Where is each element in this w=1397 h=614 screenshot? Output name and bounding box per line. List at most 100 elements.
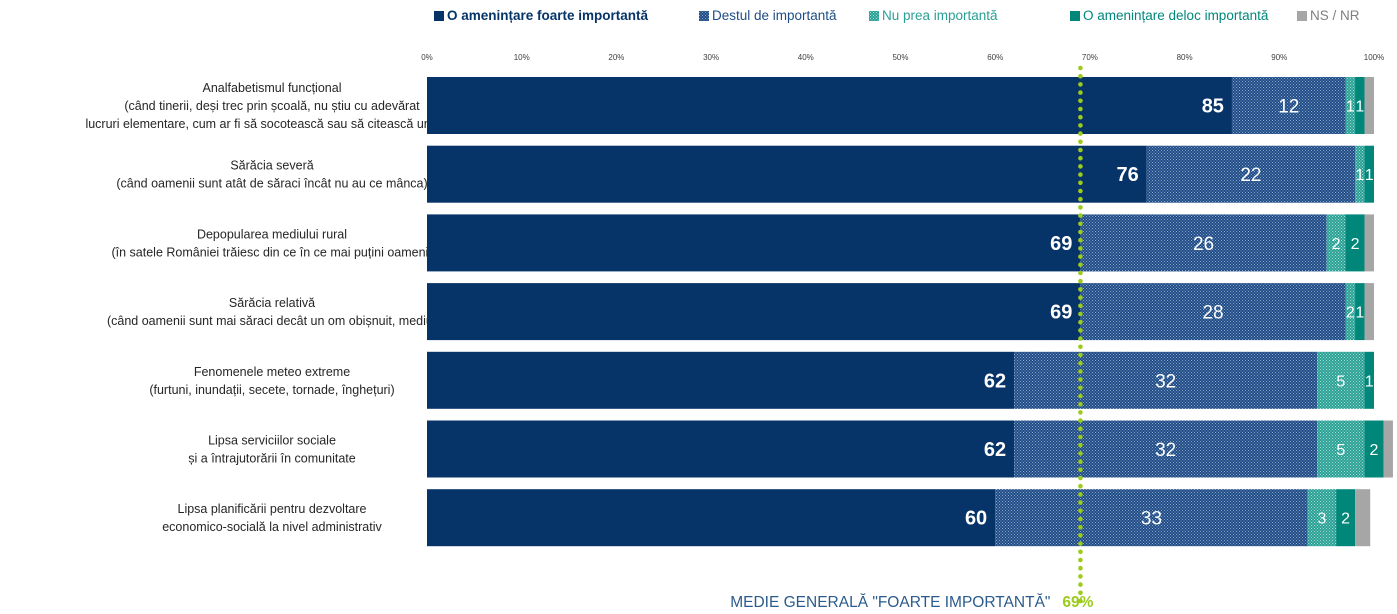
bar-segment — [427, 214, 1081, 272]
category-label: (când oamenii sunt mai săraci decât un o… — [107, 314, 437, 328]
x-tick-label: 80% — [1177, 53, 1193, 62]
bar-segment — [1146, 145, 1356, 203]
data-label: 69 — [1050, 302, 1072, 324]
reference-line-dot — [1078, 131, 1083, 136]
data-label: 22 — [1240, 165, 1261, 186]
category-label: și a întrajutorării în comunitate — [188, 452, 355, 466]
bar-segment — [1364, 351, 1374, 409]
bar-segment — [1383, 420, 1393, 478]
x-tick-label: 70% — [1082, 53, 1098, 62]
reference-line-dot — [1078, 155, 1083, 161]
category-label: Analfabetismul funcțional — [203, 81, 342, 95]
bar-segment — [1364, 420, 1384, 478]
legend-swatch-2 — [869, 11, 879, 21]
bar-segment — [1014, 420, 1318, 478]
bar-segment — [1231, 77, 1346, 134]
reference-line-dot — [1078, 533, 1083, 538]
reference-line-group: MEDIE GENERALĂ "FOARTE IMPORTANTĂ" 69% — [730, 65, 1094, 611]
reference-line-dot — [1078, 426, 1083, 432]
bar-segment — [1355, 283, 1365, 341]
bar-segment — [1080, 214, 1327, 272]
reference-line-dot — [1078, 557, 1083, 563]
reference-line-dot — [1078, 500, 1083, 505]
reference-line-dot — [1078, 442, 1083, 448]
reference-line-dot — [1078, 459, 1083, 464]
reference-line-dot — [1078, 196, 1083, 202]
reference-line-dot — [1078, 483, 1083, 489]
bar-segment — [1345, 77, 1356, 134]
reference-line-dot — [1078, 270, 1083, 276]
reference-line-dot — [1078, 221, 1083, 227]
category-label: Depopularea mediului rural — [197, 227, 347, 241]
reference-line-dot — [1078, 451, 1083, 456]
data-label: 2 — [1346, 305, 1355, 322]
category-label: (când tinerii, deși trec prin școală, nu… — [124, 99, 420, 113]
bar-segment — [427, 351, 1015, 409]
data-label: 5 — [1336, 442, 1345, 459]
legend-label-4: NS / NR — [1310, 8, 1360, 23]
data-label: 2 — [1370, 442, 1379, 459]
reference-line-dot — [1078, 73, 1083, 79]
data-label: 2 — [1351, 236, 1360, 253]
reference-line-dot — [1078, 336, 1083, 341]
reference-line-dot — [1078, 90, 1083, 95]
reference-line-dot — [1078, 360, 1083, 366]
bar-segment — [1364, 77, 1374, 134]
reference-line-dot — [1078, 188, 1083, 194]
data-label: 76 — [1116, 164, 1138, 186]
x-tick-label: 50% — [892, 53, 908, 62]
reference-line-dot — [1078, 65, 1083, 71]
bar-segment — [1355, 145, 1365, 203]
reference-line-dot — [1078, 598, 1083, 604]
reference-line-dot — [1078, 475, 1083, 481]
data-label: 1 — [1365, 373, 1374, 390]
category-label: Fenomenele meteo extreme — [194, 365, 350, 379]
data-label: 1 — [1365, 167, 1374, 184]
reference-line-dot — [1078, 410, 1083, 415]
reference-line-dot — [1078, 369, 1083, 374]
bar-segment — [1364, 283, 1374, 341]
bar-segment — [1336, 489, 1356, 547]
bar-segment — [1364, 145, 1374, 203]
data-label: 1 — [1355, 167, 1364, 184]
reference-line-dot — [1078, 147, 1083, 153]
data-label: 1 — [1355, 305, 1364, 322]
data-label: 85 — [1202, 96, 1224, 118]
x-tick-label: 60% — [987, 53, 1003, 62]
reference-line-dot — [1078, 98, 1083, 104]
reference-line-dot — [1078, 229, 1083, 235]
reference-line-dot — [1078, 377, 1083, 382]
reference-line-dot — [1078, 516, 1083, 522]
reference-line-dot — [1078, 582, 1083, 587]
reference-line-dot — [1078, 574, 1083, 579]
bar-segment — [1355, 489, 1371, 547]
data-label: 2 — [1332, 236, 1341, 253]
data-label: 2 — [1341, 511, 1350, 528]
data-label: 62 — [984, 439, 1006, 461]
bar-segment — [1317, 420, 1365, 478]
bar-segment — [1307, 489, 1337, 547]
reference-line-dot — [1078, 246, 1083, 251]
category-label: Lipsa serviciilor sociale — [208, 434, 336, 448]
legend-swatch-1 — [699, 11, 709, 21]
reference-line-dot — [1078, 254, 1083, 259]
x-tick-label: 20% — [608, 53, 624, 62]
category-label: economico-socială la nivel administrativ — [162, 520, 382, 534]
bar-segment — [427, 283, 1081, 341]
data-label: 12 — [1278, 97, 1299, 118]
legend-swatch-0 — [434, 11, 444, 21]
data-label: 69 — [1050, 233, 1072, 255]
bar-segment — [427, 489, 996, 547]
legend-swatch-3 — [1070, 11, 1080, 21]
bar-segment — [1345, 283, 1356, 341]
reference-line-dot — [1078, 385, 1083, 391]
data-label: 1 — [1355, 99, 1364, 116]
legend-label-0: O amenințare foarte importantă — [447, 8, 649, 23]
x-tick-label: 0% — [421, 53, 433, 62]
bar-segment — [1014, 351, 1318, 409]
reference-line-dot — [1078, 106, 1083, 112]
x-tick-label: 100% — [1364, 53, 1384, 62]
bars: 85 12 1 176 22 1 169 26 2 269 28 2 162 32 5 162 32 5 260 33… — [427, 77, 1393, 547]
data-label: 1 — [1346, 99, 1355, 116]
x-tick-label: 40% — [798, 53, 814, 62]
